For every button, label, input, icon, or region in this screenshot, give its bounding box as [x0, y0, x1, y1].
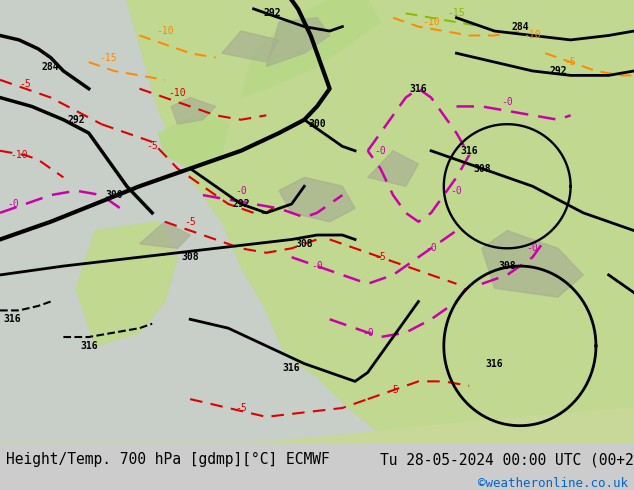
Text: -5: -5 [375, 252, 386, 262]
Polygon shape [171, 98, 216, 124]
Text: 300: 300 [308, 119, 326, 129]
Text: -10: -10 [156, 26, 174, 36]
Text: -10: -10 [10, 150, 28, 160]
Text: -10: -10 [422, 17, 440, 27]
Text: -0: -0 [362, 328, 373, 338]
Text: -0: -0 [451, 186, 462, 196]
Polygon shape [158, 111, 228, 169]
Polygon shape [482, 231, 583, 297]
Text: 292: 292 [67, 115, 85, 125]
Polygon shape [139, 221, 190, 248]
Text: -5: -5 [184, 217, 196, 227]
Text: 316: 316 [486, 359, 503, 368]
Polygon shape [266, 18, 330, 67]
Text: 316: 316 [283, 363, 301, 373]
Text: 308: 308 [295, 239, 313, 249]
Text: 316: 316 [80, 341, 98, 351]
Polygon shape [127, 0, 634, 443]
Polygon shape [0, 408, 634, 443]
Text: -5: -5 [235, 403, 247, 413]
Text: 308: 308 [498, 261, 516, 271]
Text: 284: 284 [42, 62, 60, 72]
Text: -0: -0 [235, 186, 247, 196]
Text: 308: 308 [473, 164, 491, 173]
Text: -0: -0 [311, 261, 323, 271]
Polygon shape [76, 221, 178, 346]
Text: -0: -0 [7, 199, 18, 209]
Text: -0: -0 [501, 97, 513, 107]
Polygon shape [368, 151, 418, 186]
Text: 316: 316 [410, 84, 427, 94]
Text: Tu 28-05-2024 00:00 UTC (00+24): Tu 28-05-2024 00:00 UTC (00+24) [380, 452, 634, 467]
Text: 284: 284 [511, 22, 529, 32]
Text: -10: -10 [524, 30, 541, 41]
Text: -5: -5 [146, 141, 158, 151]
Polygon shape [241, 0, 380, 98]
Text: 292: 292 [264, 8, 281, 18]
Text: -0: -0 [375, 146, 386, 156]
Polygon shape [222, 31, 279, 62]
Text: -15: -15 [99, 52, 117, 63]
Text: 316: 316 [4, 314, 22, 324]
Text: -15: -15 [448, 8, 465, 18]
Polygon shape [279, 177, 355, 221]
Text: -5: -5 [20, 79, 31, 89]
Text: ©weatheronline.co.uk: ©weatheronline.co.uk [477, 476, 628, 490]
Text: -5: -5 [387, 385, 399, 395]
Text: 300: 300 [105, 190, 123, 200]
Text: -5: -5 [565, 57, 576, 67]
Text: -0: -0 [527, 244, 538, 253]
Text: -0: -0 [425, 244, 437, 253]
Text: 308: 308 [181, 252, 199, 262]
Text: 292: 292 [232, 199, 250, 209]
Text: 316: 316 [460, 146, 478, 156]
Text: -10: -10 [169, 88, 186, 98]
Text: Height/Temp. 700 hPa [gdmp][°C] ECMWF: Height/Temp. 700 hPa [gdmp][°C] ECMWF [6, 452, 330, 467]
Text: 292: 292 [549, 66, 567, 76]
